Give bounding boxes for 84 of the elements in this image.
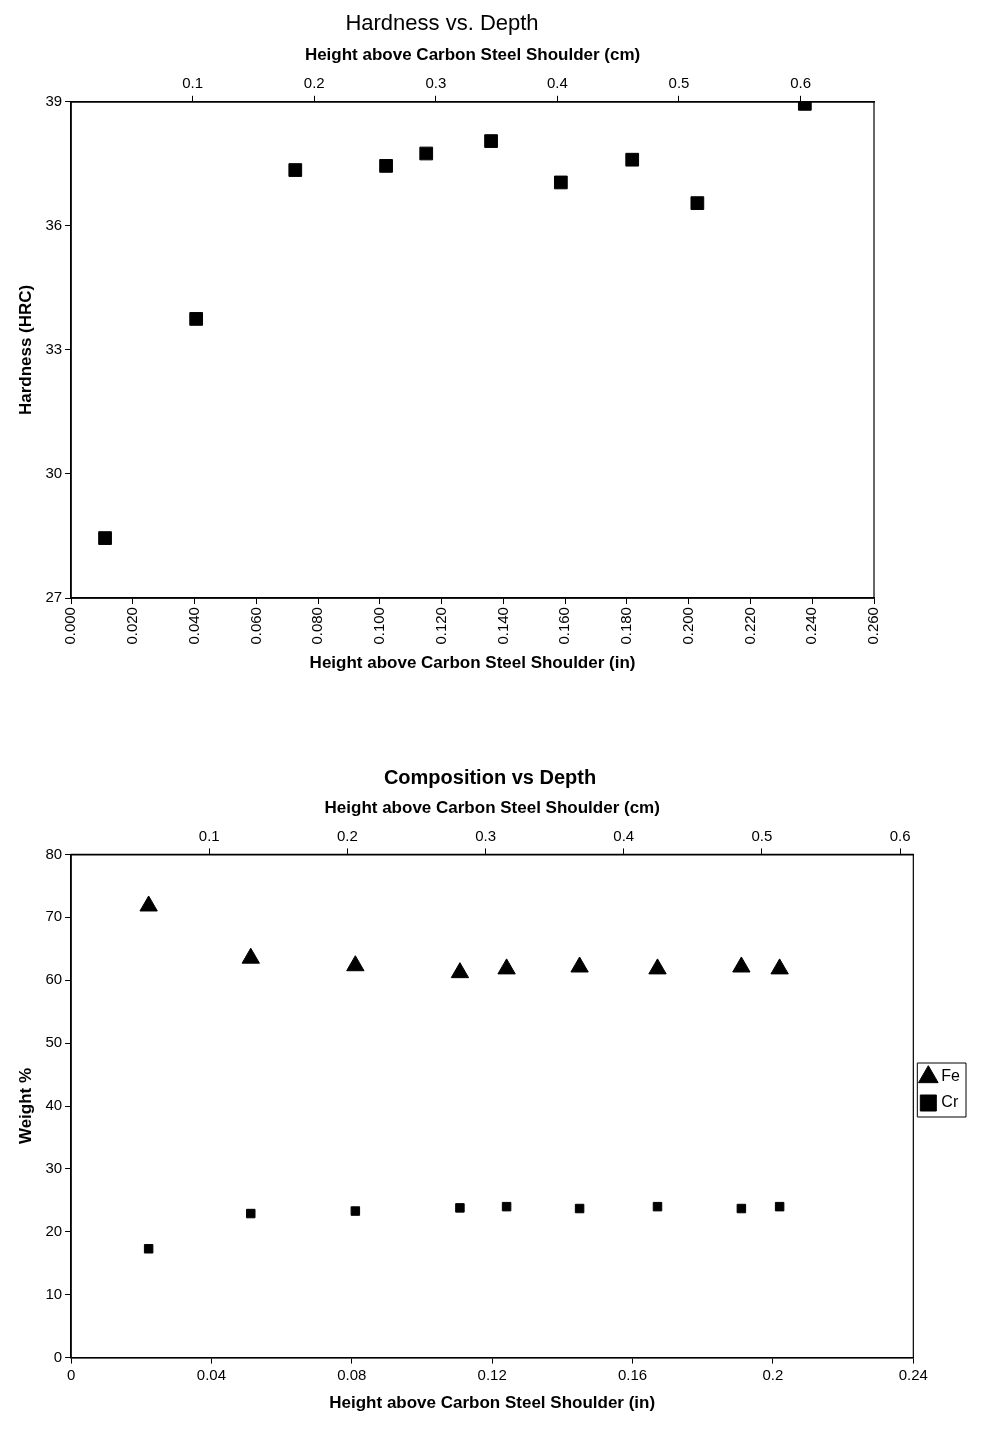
x2-tick-label: 0.6 (790, 73, 811, 91)
point (770, 958, 789, 975)
point (288, 163, 303, 177)
x-tick-label: 0.220 (740, 607, 758, 645)
point (574, 1203, 585, 1214)
x2-axis-title: Height above Carbon Steel Shoulder (cm) (324, 797, 660, 817)
y-tick-label: 80 (45, 844, 63, 862)
chart-title: Composition vs Depth (383, 765, 597, 788)
x-tick-label: 0.120 (431, 607, 449, 645)
point (455, 1203, 465, 1213)
x-tick-label: 0.160 (555, 607, 573, 645)
x-tick-label: 0.000 (61, 607, 79, 645)
legend-label: Cr (941, 1093, 959, 1111)
y-tick-label: 60 (45, 970, 63, 988)
x2-tick-label: 0.2 (336, 826, 358, 844)
point (732, 956, 751, 973)
y-tick-label: 0 (53, 1347, 63, 1365)
point (690, 196, 705, 210)
x2-tick-label: 0.3 (475, 826, 496, 844)
x-tick-label: 0.08 (337, 1365, 367, 1383)
x-tick-label: 0.2 (762, 1365, 784, 1383)
y-tick-label: 33 (45, 340, 63, 358)
point (497, 958, 516, 975)
point (350, 1206, 361, 1216)
y-tick-label: 50 (45, 1033, 63, 1051)
x-tick-label: 0 (66, 1365, 76, 1383)
x-tick-label: 0.240 (802, 607, 820, 645)
x-axis-title: Height above Carbon Steel Shoulder (in) (309, 653, 636, 673)
x2-axis-title: Height above Carbon Steel Shoulder (cm) (304, 45, 641, 65)
x-tick-label: 0.24 (898, 1365, 928, 1383)
x-tick-label: 0.040 (184, 607, 202, 645)
point (189, 312, 204, 326)
point (570, 956, 589, 973)
x-tick-label: 0.020 (122, 607, 140, 645)
point (501, 1201, 512, 1212)
x-tick-label: 0.260 (864, 607, 882, 645)
y-tick-label: 30 (45, 1159, 63, 1177)
point (484, 134, 498, 148)
x-tick-label: 0.200 (678, 607, 696, 645)
x2-tick-label: 0.6 (889, 826, 911, 844)
y-tick-label: 30 (45, 464, 63, 482)
point (652, 1201, 663, 1212)
point (736, 1203, 747, 1214)
point (450, 962, 470, 979)
y-tick-label: 20 (45, 1221, 63, 1239)
point (139, 895, 158, 912)
legend-label: Fe (941, 1067, 961, 1085)
y-axis-title: Weight % (15, 1067, 35, 1145)
point (379, 159, 393, 173)
x-tick-label: 0.100 (370, 607, 388, 645)
point (419, 146, 434, 161)
point (346, 955, 365, 972)
x-tick-label: 0.04 (196, 1365, 227, 1383)
x-tick-label: 0.060 (246, 607, 264, 645)
x2-tick-label: 0.5 (668, 73, 690, 91)
y-tick-label: 36 (45, 216, 63, 234)
chart-title: Hardness vs. Depth (345, 10, 539, 36)
x2-tick-label: 0.4 (546, 73, 568, 91)
x2-tick-label: 0.2 (303, 73, 325, 91)
y-tick-label: 40 (45, 1096, 63, 1114)
x-axis-title: Height above Carbon Steel Shoulder (in) (329, 1393, 656, 1413)
y-tick-label: 10 (45, 1284, 63, 1302)
point (246, 1208, 256, 1219)
y-axis-title: Hardness (HRC) (15, 284, 35, 416)
point (625, 152, 640, 167)
x-tick-label: 0.140 (493, 607, 511, 645)
x-tick-label: 0.12 (477, 1365, 507, 1383)
x2-tick-label: 0.3 (425, 73, 447, 91)
x2-tick-label: 0.5 (751, 826, 773, 844)
y-tick-label: 39 (45, 91, 63, 109)
x2-tick-label: 0.4 (613, 826, 635, 844)
x2-tick-label: 0.1 (198, 826, 220, 844)
point (774, 1201, 785, 1212)
point (98, 531, 112, 545)
x-tick-label: 0.180 (617, 607, 635, 645)
y-tick-label: 70 (45, 907, 63, 925)
x-tick-label: 0.16 (617, 1365, 648, 1383)
point (143, 1244, 154, 1254)
y-tick-label: 27 (45, 588, 63, 606)
point (648, 958, 667, 975)
x-tick-label: 0.080 (308, 607, 326, 645)
x2-tick-label: 0.1 (182, 73, 204, 91)
point (241, 947, 260, 964)
point (554, 175, 568, 190)
